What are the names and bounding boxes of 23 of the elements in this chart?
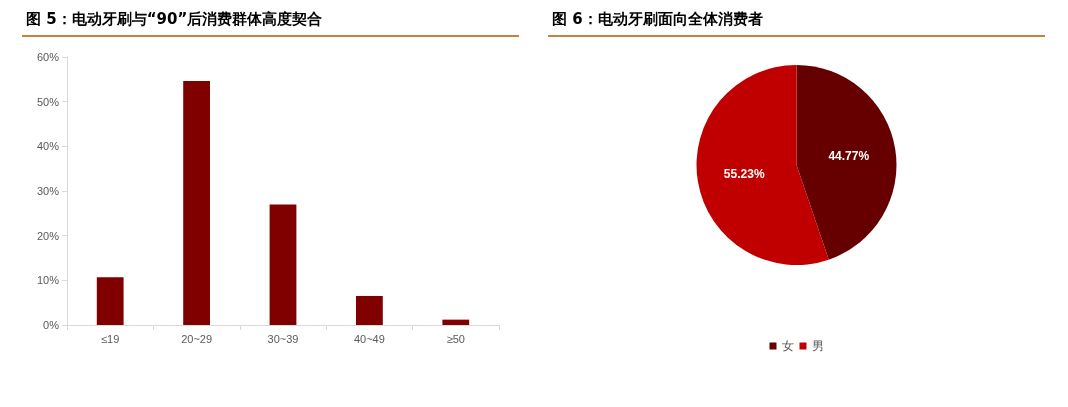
chart-title: 图 6：电动牙刷面向全体消费者 — [548, 0, 1045, 37]
data-label: 44.77% — [828, 149, 870, 164]
x-tick-label: 20~29 — [181, 332, 213, 345]
bar — [269, 204, 297, 325]
y-tick-label: 40% — [36, 140, 60, 153]
legend-label: 女 — [781, 339, 794, 353]
data-label: 55.23% — [723, 166, 765, 181]
x-tick-label: 40~49 — [353, 332, 385, 345]
bar — [442, 319, 470, 325]
y-tick-label: 10% — [36, 274, 60, 287]
x-tick-label: ≥50 — [446, 332, 465, 345]
bar — [356, 295, 383, 325]
y-tick-label: 60% — [36, 51, 60, 63]
bar — [96, 277, 124, 325]
y-tick-label: 20% — [36, 229, 60, 242]
legend-label: 男 — [811, 339, 824, 353]
y-tick-label: 30% — [36, 185, 60, 197]
chart-title: 图 5：电动牙刷与“90”后消费群体高度契合 — [22, 0, 519, 37]
x-tick-label: ≤19 — [101, 332, 120, 345]
y-tick-label: 0% — [43, 319, 60, 331]
bar — [183, 81, 210, 325]
y-tick-label: 50% — [36, 95, 60, 108]
x-tick-label: 30~39 — [267, 332, 299, 345]
